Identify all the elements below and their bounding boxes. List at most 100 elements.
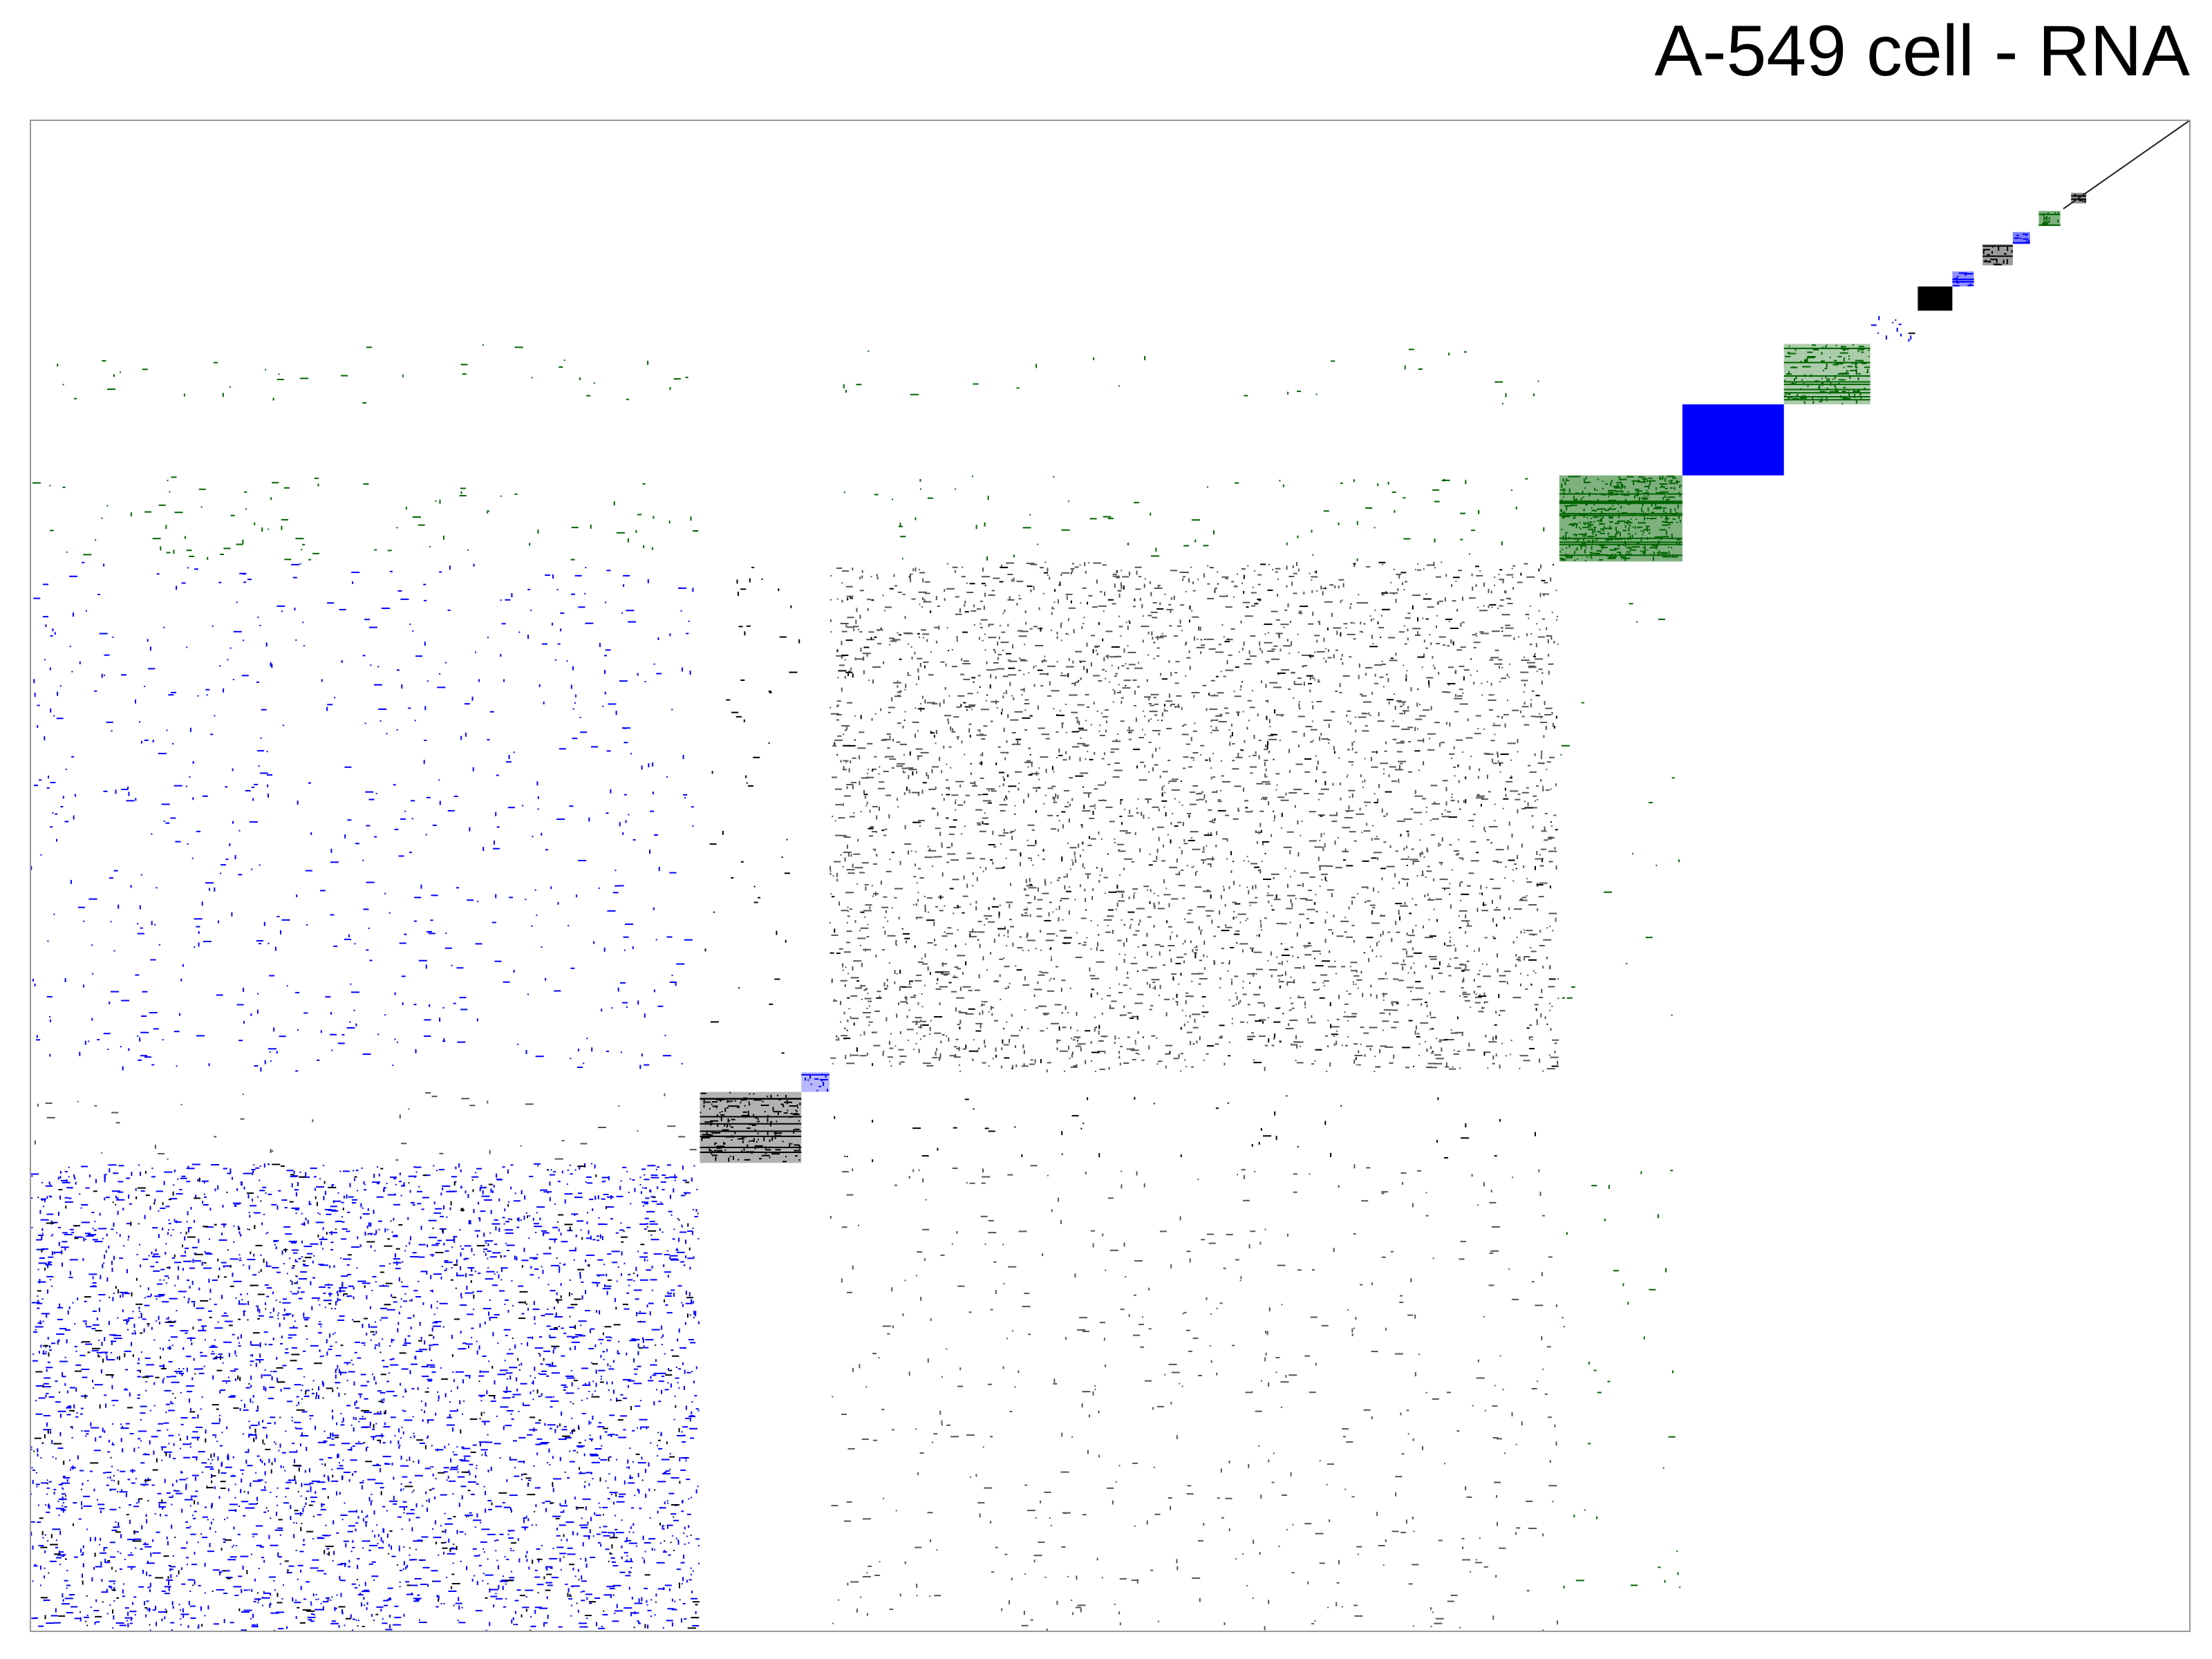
- matrix-cell: [1542, 1629, 1544, 1631]
- matrix-cell: [325, 996, 331, 998]
- matrix-cell: [615, 1528, 618, 1530]
- matrix-cell: [577, 1048, 579, 1051]
- matrix-cell: [535, 1056, 544, 1058]
- matrix-cell: [180, 1470, 182, 1474]
- matrix-cell: [366, 1295, 368, 1300]
- matrix-cell: [509, 1375, 512, 1380]
- matrix-cell: [35, 1400, 37, 1402]
- matrix-cell: [435, 1449, 444, 1451]
- matrix-cell: [43, 1429, 52, 1431]
- matrix-cell: [874, 1575, 881, 1576]
- matrix-cell: [225, 859, 229, 861]
- matrix-cell: [1060, 1471, 1069, 1473]
- matrix-cell: [189, 776, 191, 778]
- matrix-cell: [145, 1614, 147, 1618]
- matrix-cell: [650, 1177, 659, 1179]
- matrix-cell: [112, 1297, 114, 1302]
- matrix-cell: [592, 1380, 594, 1382]
- matrix-cell: [607, 1498, 610, 1500]
- matrix-cell: [180, 1624, 182, 1626]
- matrix-cell: [95, 1599, 97, 1602]
- matrix-cell: [247, 579, 252, 581]
- matrix-cell: [585, 1472, 592, 1474]
- matrix-cell: [642, 1338, 644, 1343]
- matrix-cell: [532, 1309, 540, 1311]
- matrix-cell: [179, 1189, 182, 1190]
- matrix-cell: [1120, 1309, 1125, 1311]
- matrix-cell: [581, 1399, 583, 1401]
- matrix-cell: [583, 1062, 585, 1065]
- matrix-cell: [64, 821, 69, 823]
- matrix-cell: [608, 1456, 612, 1458]
- matrix-cell: [225, 1577, 233, 1578]
- matrix-cell: [1474, 1562, 1482, 1564]
- matrix-cell: [160, 1513, 161, 1517]
- matrix-cell: [1448, 353, 1450, 356]
- matrix-cell: [695, 1209, 697, 1212]
- matrix-cell: [1656, 865, 1658, 866]
- matrix-cell: [659, 1507, 666, 1509]
- matrix-cell: [428, 1219, 437, 1221]
- matrix-cell: [427, 1419, 429, 1424]
- matrix-cell: [324, 1300, 332, 1302]
- matrix-cell: [834, 1116, 836, 1119]
- matrix-cell: [629, 1340, 637, 1342]
- matrix-cell: [39, 1257, 45, 1259]
- matrix-cell: [1465, 1486, 1467, 1490]
- matrix-cell: [450, 1466, 458, 1468]
- matrix-cell: [153, 1339, 156, 1341]
- matrix-cell: [336, 1291, 338, 1294]
- matrix-cell: [567, 1547, 573, 1549]
- matrix-cell: [178, 1604, 180, 1606]
- matrix-cell: [304, 1470, 306, 1473]
- matrix-cell: [308, 1619, 312, 1621]
- matrix-cell: [282, 1298, 287, 1300]
- matrix-cell: [512, 1396, 515, 1398]
- matrix-cell: [244, 491, 247, 493]
- matrix-cell: [528, 1479, 532, 1481]
- matrix-cell: [489, 1622, 491, 1627]
- matrix-cell: [200, 1408, 202, 1410]
- matrix-cell: [478, 1273, 481, 1274]
- matrix-cell: [435, 1242, 440, 1244]
- matrix-cell: [559, 1524, 566, 1526]
- matrix-cell: [234, 1350, 236, 1355]
- matrix-cell: [62, 1181, 71, 1183]
- matrix-cell: [609, 1552, 611, 1554]
- matrix-cell: [474, 1575, 476, 1577]
- matrix-cell: [463, 1400, 465, 1402]
- off-diagonal-region: [32, 476, 699, 561]
- matrix-cell: [258, 1315, 264, 1317]
- matrix-cell: [1418, 368, 1423, 370]
- matrix-cell: [618, 1105, 620, 1107]
- matrix-cell: [507, 1378, 509, 1380]
- matrix-cell: [684, 1526, 686, 1530]
- matrix-cell: [221, 1315, 229, 1317]
- matrix-cell: [184, 1499, 193, 1501]
- matrix-cell: [334, 1332, 336, 1334]
- matrix-cell: [532, 1398, 534, 1400]
- matrix-cell: [94, 1285, 96, 1287]
- matrix-cell: [57, 1500, 59, 1502]
- matrix-cell: [1239, 1280, 1241, 1282]
- matrix-cell: [480, 1371, 489, 1373]
- matrix-cell: [303, 1396, 310, 1397]
- matrix-cell: [344, 1502, 346, 1504]
- matrix-cell: [1613, 1270, 1619, 1272]
- matrix-cell: [322, 1248, 324, 1250]
- matrix-cell: [984, 1243, 986, 1245]
- matrix-cell: [259, 1342, 261, 1347]
- matrix-cell: [248, 1212, 250, 1214]
- matrix-cell: [268, 528, 270, 530]
- matrix-cell: [171, 476, 177, 478]
- matrix-cell: [91, 1328, 96, 1330]
- matrix-cell: [349, 1021, 351, 1023]
- matrix-cell: [691, 1177, 693, 1182]
- matrix-cell: [357, 1558, 360, 1559]
- matrix-cell: [331, 1409, 333, 1413]
- matrix-cell: [42, 1320, 44, 1322]
- matrix-cell: [987, 496, 989, 500]
- matrix-cell: [511, 1571, 512, 1573]
- matrix-cell: [242, 1565, 244, 1570]
- matrix-cell: [561, 1327, 564, 1329]
